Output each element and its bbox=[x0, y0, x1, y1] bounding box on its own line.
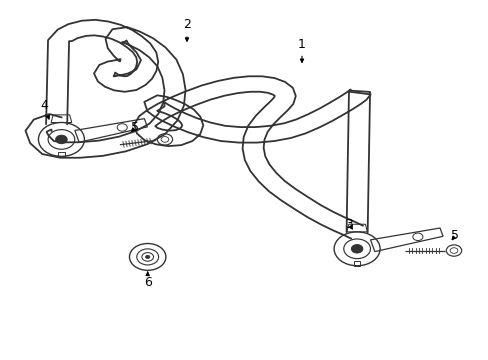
Text: 3: 3 bbox=[345, 217, 352, 231]
Text: 6: 6 bbox=[143, 272, 151, 289]
Text: 1: 1 bbox=[298, 38, 305, 62]
Text: 4: 4 bbox=[40, 99, 49, 119]
Circle shape bbox=[56, 135, 67, 144]
Text: 2: 2 bbox=[183, 18, 190, 41]
Text: 5: 5 bbox=[450, 229, 458, 242]
Text: 5: 5 bbox=[131, 121, 139, 134]
Circle shape bbox=[351, 244, 362, 253]
Circle shape bbox=[145, 255, 150, 258]
